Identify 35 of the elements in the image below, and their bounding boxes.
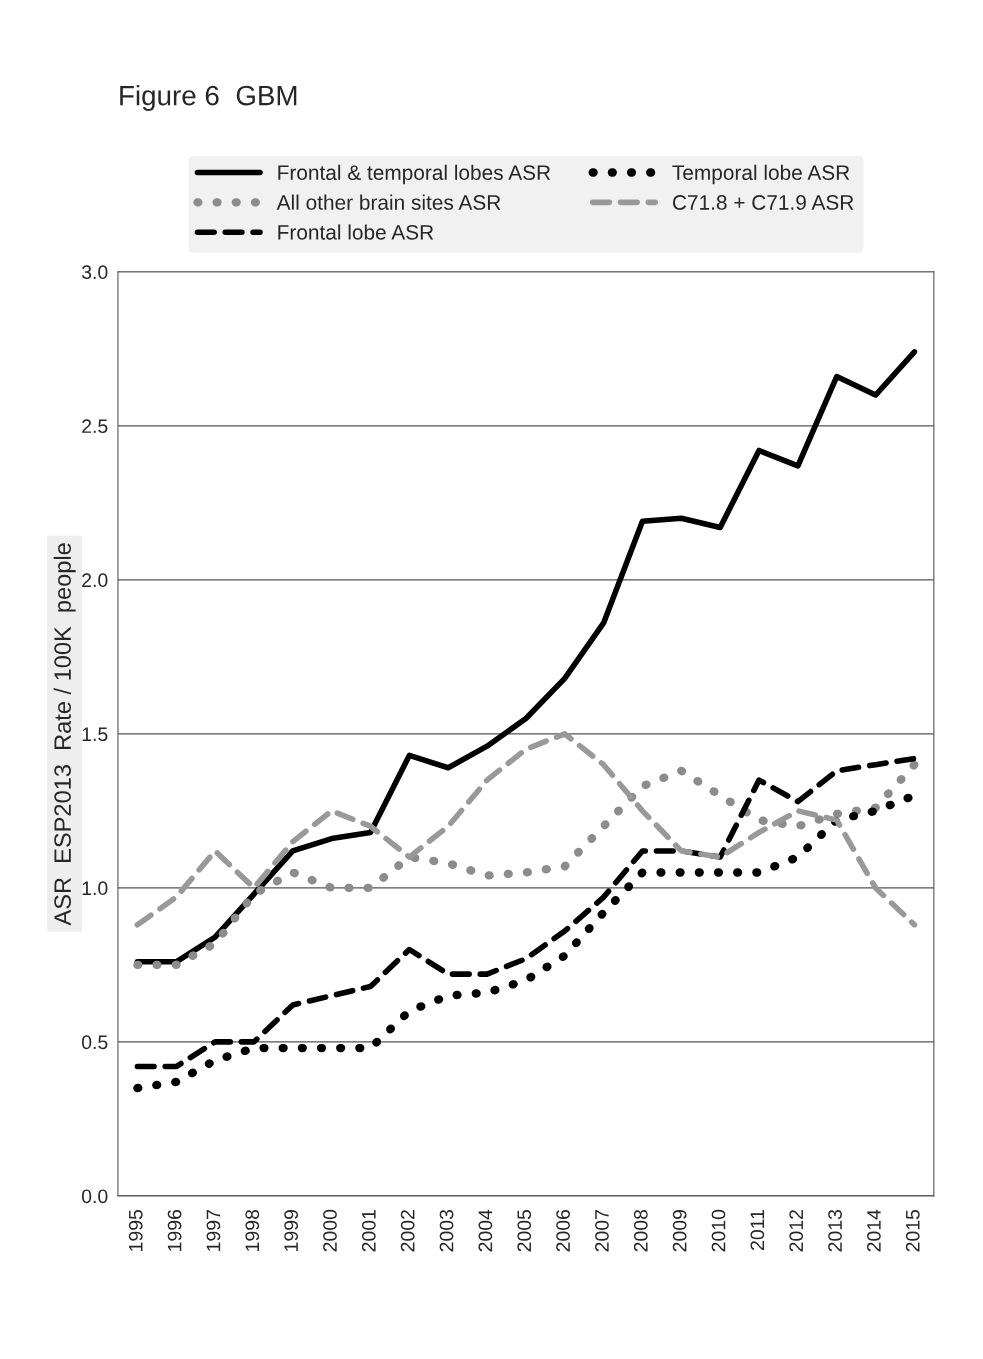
x-tick-label: 2011 (750, 1210, 765, 1250)
y-tick-label: 0.0 (81, 1189, 108, 1204)
x-tick-label: 2005 (517, 1209, 532, 1252)
x-tick-label: 2014 (867, 1209, 881, 1252)
y-tick-label: 1.5 (82, 727, 108, 742)
x-tick-label: 2000 (323, 1209, 337, 1252)
y-tick-label: 1.0 (82, 881, 108, 896)
chart-title: Figure 6 GBM (120, 85, 297, 111)
x-tick-label: 2010 (711, 1209, 726, 1252)
x-tick-label: 1998 (245, 1209, 260, 1251)
legend-label: All other brain sites ASR (276, 194, 501, 210)
legend-label: Temporal lobe ASR (672, 164, 850, 185)
x-tick-label: 2013 (828, 1209, 842, 1252)
x-tick-label: 2008 (633, 1209, 648, 1252)
x-tick-label: 1996 (167, 1209, 182, 1251)
x-tick-label: 2006 (556, 1209, 570, 1252)
x-tick-label: 1995 (128, 1209, 143, 1251)
x-tick-label: 2003 (439, 1209, 454, 1252)
x-tick-label: 2007 (595, 1210, 609, 1252)
x-tick-label: 2002 (400, 1210, 415, 1252)
x-tick-label: 2004 (478, 1209, 493, 1252)
x-tick-label: 2009 (672, 1210, 687, 1252)
y-tick-label: 0.5 (81, 1035, 108, 1050)
x-tick-label: 1999 (284, 1210, 299, 1251)
x-tick-label: 1997 (206, 1210, 221, 1251)
legend-label: C71.8 + C71.9 ASR (672, 195, 854, 210)
y-axis-title: ASR ESP2013 Rate / 100K people (53, 543, 76, 926)
y-tick-label: 2.5 (82, 419, 108, 434)
y-tick-label: 2.0 (82, 573, 108, 588)
legend-label: Frontal lobe ASR (278, 224, 434, 240)
x-tick-label: 2001 (361, 1210, 376, 1252)
legend-label: Frontal & temporal lobes ASR (278, 164, 551, 185)
y-tick-label: 3.0 (81, 265, 108, 280)
x-tick-label: 2012 (789, 1210, 804, 1252)
x-tick-label: 2015 (905, 1209, 920, 1252)
